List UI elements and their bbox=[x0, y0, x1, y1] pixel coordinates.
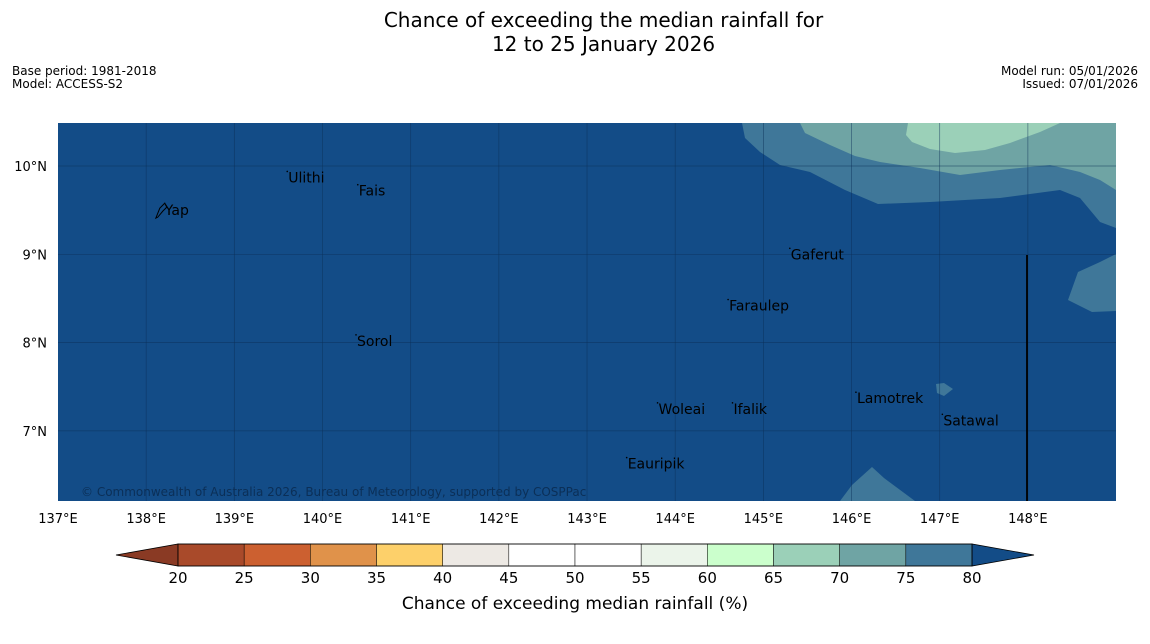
lon-tick-label: 144°E bbox=[655, 512, 695, 527]
model-run: Model run: 05/01/2026 bbox=[1000, 64, 1138, 78]
colorbar-tick-label: 80 bbox=[962, 569, 981, 587]
place-name: Fais bbox=[359, 184, 386, 200]
colorbar-tick-label: 30 bbox=[301, 569, 320, 587]
lat-tick-label: 10°N bbox=[14, 160, 47, 175]
map-area: Yap Ulithi Fais Gaferut Faraulep Sorol Lamotre… bbox=[58, 123, 1116, 501]
title-line-2: 12 to 25 January 2026 bbox=[491, 32, 716, 56]
base-period: Base period: 1981-2018 bbox=[12, 64, 157, 78]
lat-tick-label: 9°N bbox=[23, 248, 48, 263]
place-eauripik: Eauripik bbox=[625, 456, 686, 473]
place-marker bbox=[727, 298, 729, 301]
contour-70 bbox=[800, 123, 1116, 190]
place-marker bbox=[656, 402, 659, 404]
colorbar-swatch bbox=[773, 543, 840, 567]
chart-title: Chance of exceeding the median rainfall … bbox=[0, 8, 1150, 56]
place-ifalik: Ifalik bbox=[731, 402, 768, 418]
lon-tick-label: 145°E bbox=[744, 512, 784, 527]
place-name: Lamotrek bbox=[857, 391, 924, 407]
place-marker bbox=[731, 402, 734, 404]
colorbar-swatch bbox=[574, 543, 642, 567]
place-yap: Yap bbox=[154, 202, 189, 220]
colorbar-tick-label: 50 bbox=[565, 569, 584, 587]
colorbar-tick-label: 25 bbox=[235, 569, 254, 587]
place-faraulep: Faraulep bbox=[727, 299, 789, 315]
contour-65 bbox=[906, 123, 1060, 153]
place-woleai: Woleai bbox=[656, 402, 706, 418]
colorbar-swatch bbox=[707, 543, 774, 567]
colorbar-tick-label: 75 bbox=[896, 569, 915, 587]
place-labels: Yap Ulithi Fais Gaferut Faraulep Sorol Lamotre… bbox=[154, 170, 999, 473]
colorbar-tick-label: 45 bbox=[499, 569, 518, 587]
place-name: Woleai bbox=[659, 402, 706, 418]
place-gaferut: Gaferut bbox=[789, 247, 844, 263]
place-fais: Fais bbox=[356, 183, 386, 200]
colorbar-tick-label: 55 bbox=[632, 569, 651, 587]
island-outline bbox=[154, 202, 168, 220]
lon-tick-label: 137°E bbox=[38, 512, 78, 527]
colorbar-swatch bbox=[177, 543, 245, 567]
longitude-axis: 137°E 138°E 139°E 140°E 141°E 142°E 143°E 144°E… bbox=[38, 512, 1047, 527]
copyright-text: © Commonwealth of Australia 2026, Bureau… bbox=[81, 485, 586, 499]
lat-tick-label: 8°N bbox=[23, 337, 48, 352]
model-name: Model: ACCESS-S2 bbox=[12, 77, 124, 91]
colorbar-tick-label: 40 bbox=[433, 569, 452, 587]
lon-tick-label: 143°E bbox=[567, 512, 607, 527]
colorbar-under-arrow bbox=[115, 543, 179, 567]
lon-tick-label: 147°E bbox=[920, 512, 960, 527]
place-marker bbox=[855, 391, 857, 394]
place-name: Gaferut bbox=[791, 247, 845, 263]
colorbar-swatch bbox=[839, 543, 907, 567]
colorbar-swatch bbox=[905, 543, 973, 567]
place-name: Ifalik bbox=[734, 402, 768, 418]
lon-tick-label: 148°E bbox=[1008, 512, 1048, 527]
contour-75-islet bbox=[936, 383, 953, 396]
place-ulithi: Ulithi bbox=[286, 170, 325, 186]
lon-tick-label: 138°E bbox=[126, 512, 166, 527]
colorbar-swatch bbox=[442, 543, 510, 567]
colorbar-tick-label: 70 bbox=[830, 569, 849, 587]
meta-right: Model run: 05/01/2026 Issued: 07/01/2026 bbox=[1001, 65, 1138, 91]
place-marker bbox=[789, 247, 791, 250]
issued-date: Issued: 07/01/2026 bbox=[1022, 77, 1138, 91]
colorbar-swatch bbox=[640, 543, 708, 567]
colorbar-tick-label: 35 bbox=[367, 569, 386, 587]
place-name: Faraulep bbox=[729, 299, 789, 315]
colorbar-tick-label: 20 bbox=[168, 569, 187, 587]
colorbar-tick-label: 65 bbox=[764, 569, 783, 587]
colorbar-frame bbox=[177, 543, 973, 567]
colorbar-label: Chance of exceeding median rainfall (%) bbox=[401, 594, 749, 614]
colorbar-swatch bbox=[310, 543, 377, 567]
place-name: Sorol bbox=[357, 334, 392, 350]
colorbar-over-arrow bbox=[971, 543, 1035, 567]
place-lamotrek: Lamotrek bbox=[855, 391, 924, 407]
latitude-axis: 10°N 9°N 8°N 7°N bbox=[14, 160, 47, 440]
place-name: Ulithi bbox=[288, 170, 324, 186]
colorbar-swatch bbox=[508, 543, 576, 567]
colorbar-swatch bbox=[243, 543, 311, 567]
place-sorol: Sorol bbox=[355, 334, 392, 350]
place-name: Satawal bbox=[943, 413, 998, 429]
place-name: Eauripik bbox=[628, 457, 686, 473]
title-line-1: Chance of exceeding the median rainfall … bbox=[383, 8, 824, 32]
contour-75-south bbox=[840, 467, 915, 501]
place-satawal: Satawal bbox=[941, 413, 999, 429]
lon-tick-label: 142°E bbox=[479, 512, 519, 527]
colorbar-tick-label: 60 bbox=[698, 569, 717, 587]
place-marker bbox=[625, 456, 628, 459]
place-marker bbox=[355, 334, 357, 336]
colorbar: 20 25 30 35 40 45 50 55 60 65 70 75 80 bbox=[115, 543, 1035, 587]
colorbar-swatch bbox=[376, 543, 443, 567]
place-marker bbox=[356, 183, 359, 186]
contour-75-east bbox=[1068, 254, 1116, 312]
lon-tick-label: 140°E bbox=[303, 512, 343, 527]
place-marker bbox=[941, 413, 944, 416]
place-marker bbox=[286, 170, 289, 173]
meta-left: Base period: 1981-2018 Model: ACCESS-S2 bbox=[12, 65, 157, 91]
lat-tick-label: 7°N bbox=[23, 425, 48, 440]
lon-tick-label: 141°E bbox=[391, 512, 431, 527]
lon-tick-label: 139°E bbox=[215, 512, 255, 527]
place-name: Yap bbox=[164, 203, 189, 219]
lon-tick-label: 146°E bbox=[832, 512, 872, 527]
